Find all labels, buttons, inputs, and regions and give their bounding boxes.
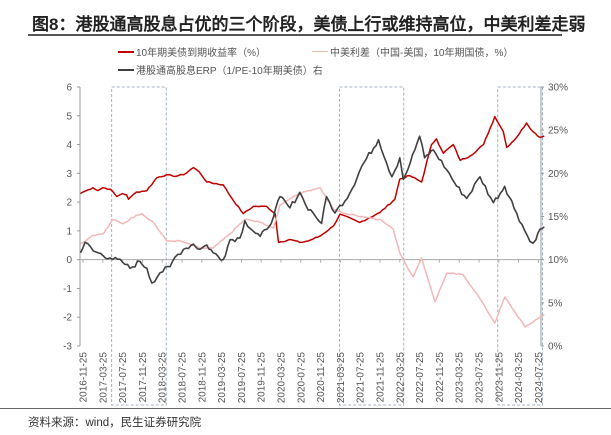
left-axis-tick-label: 5 [66, 111, 72, 122]
right-axis-tick-label: 0% [548, 342, 563, 353]
left-axis-tick-label: 6 [66, 83, 72, 94]
x-axis-tick-label: 2017-07-25 [118, 352, 129, 404]
footer-divider [0, 408, 611, 409]
x-axis-tick-label: 2016-11-25 [79, 352, 90, 403]
x-axis-tick-label: 2020-07-25 [296, 352, 307, 404]
legend-swatch [118, 68, 134, 71]
legend-label: 中美利差（中国-美国，10年期国债，%） [330, 48, 514, 59]
left-axis-tick-label: 3 [66, 169, 72, 180]
highlight-period-box [111, 86, 167, 406]
chart-title: 图8：港股通高股息占优的三个阶段，美债上行或维持高位，中美利差走弱 [32, 15, 586, 34]
x-axis-tick-label: 2018-07-25 [178, 352, 189, 404]
x-axis-tick-label: 2023-11-25 [494, 352, 505, 403]
x-axis-tick-label: 2020-03-25 [277, 352, 288, 404]
x-axis-tick-label: 2022-11-25 [435, 352, 446, 403]
series-line-erp [79, 135, 545, 284]
highlight-period-box [497, 86, 543, 406]
x-axis-tick-label: 2024-07-25 [534, 352, 545, 404]
x-axis-tick-label: 2017-11-25 [138, 352, 149, 403]
x-axis-tick-label: 2019-07-25 [237, 352, 248, 404]
source-note: 资料来源：wind，民生证券研究院 [28, 417, 202, 429]
x-axis-tick-label: 2023-07-25 [475, 352, 486, 404]
left-axis-tick-label: -3 [63, 342, 72, 353]
right-axis-tick-label: 5% [548, 298, 563, 309]
left-axis-tick-label: -1 [63, 284, 72, 295]
series-line-cn-us-spread [80, 186, 545, 328]
x-axis-tick-label: 2019-11-25 [257, 352, 268, 403]
right-axis-tick-label: 25% [548, 126, 568, 137]
x-axis-tick-label: 2017-03-25 [98, 352, 109, 404]
x-axis-tick-label: 2022-07-25 [415, 352, 426, 404]
legend-label: 10年期美债到期收益率（%） [136, 48, 267, 59]
x-axis-tick-label: 2020-11-25 [316, 352, 327, 403]
legend-swatch [118, 50, 134, 53]
x-axis-tick-label: 2018-03-25 [158, 352, 169, 404]
highlight-period-box [338, 86, 405, 406]
left-axis-tick-label: 0 [66, 255, 72, 266]
left-axis-tick-label: 4 [66, 140, 72, 151]
x-axis-tick-label: 2022-03-25 [395, 352, 406, 404]
x-axis-tick-label: 2024-03-25 [514, 352, 525, 404]
right-axis-tick-label: 30% [548, 83, 568, 94]
legend-item-spread: 中美利差（中国-美国，10年期国债，%） [312, 44, 513, 59]
x-axis-tick-label: 2021-03-25 [336, 352, 347, 404]
x-axis-tick-label: 2021-11-25 [376, 352, 387, 403]
right-axis-tick-label: 15% [548, 212, 568, 223]
left-axis-tick-label: -2 [63, 313, 72, 324]
left-axis-tick-label: 2 [66, 198, 72, 209]
title-divider [28, 34, 562, 36]
legend-item-erp: 港股通高股息ERP（1/PE-10年期美债）右 [118, 62, 323, 77]
left-axis-tick-label: 1 [66, 226, 72, 237]
legend-swatch [312, 51, 328, 52]
right-axis-tick-label: 20% [548, 169, 568, 180]
legend-label: 港股通高股息ERP（1/PE-10年期美债）右 [136, 66, 323, 77]
x-axis-tick-label: 2023-03-25 [455, 352, 466, 404]
right-axis-tick-label: 10% [548, 255, 568, 266]
series-line-us10y [80, 115, 545, 244]
x-axis-tick-label: 2021-07-25 [356, 352, 367, 404]
x-axis-tick-label: 2019-03-25 [217, 352, 228, 404]
x-axis-tick-label: 2018-11-25 [197, 352, 208, 403]
legend-item-us10y: 10年期美债到期收益率（%） [118, 44, 266, 59]
